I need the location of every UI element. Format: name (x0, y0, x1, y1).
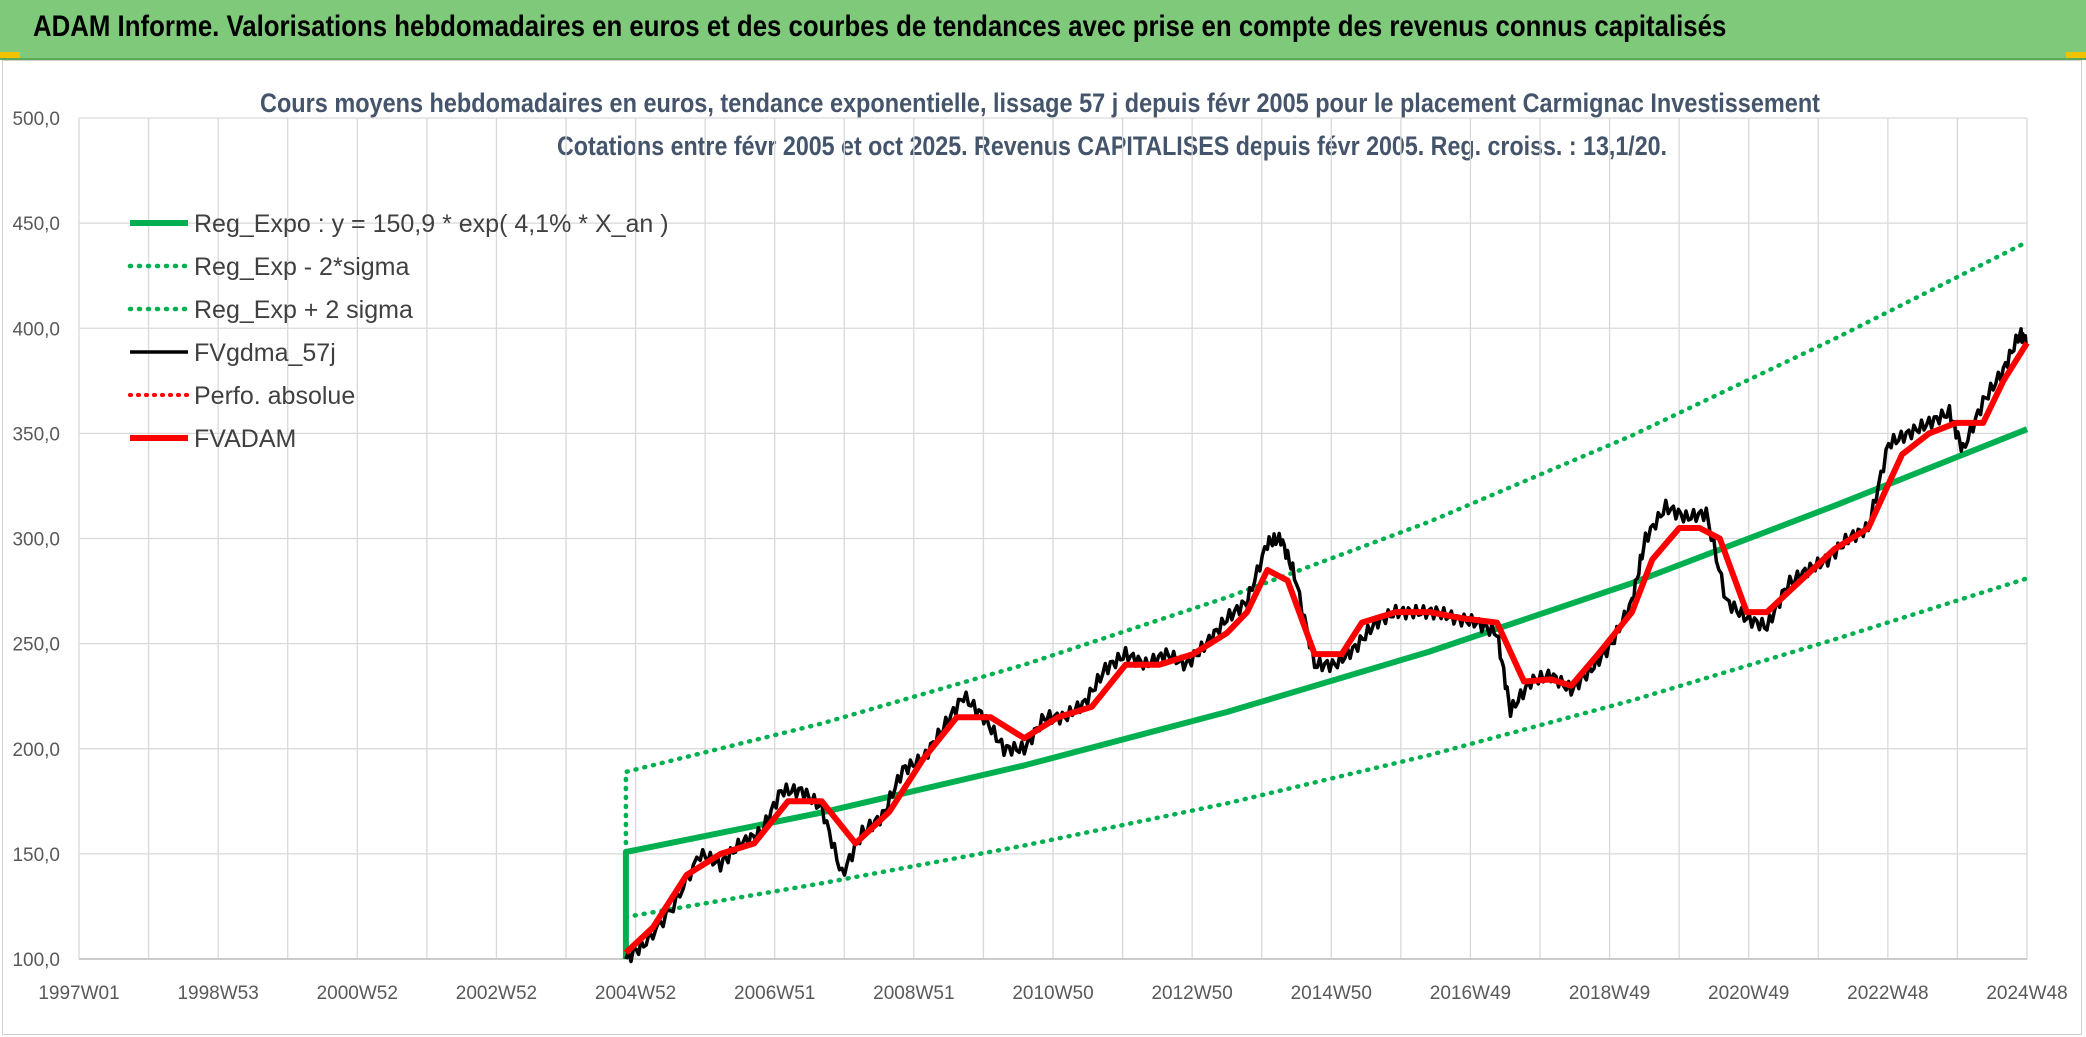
legend-label: Reg_Expo : y = 150,9 * exp( 4,1% * X_an … (194, 210, 669, 238)
x-tick-label: 2010W50 (1012, 983, 1093, 1004)
y-axis-ticks: 100,0 150,0 200,0 250,0 300,0 350,0 400,0 450,0… (12, 109, 60, 971)
y-tick-label: 300,0 (12, 530, 60, 551)
x-tick-label: 2016W49 (1430, 983, 1511, 1004)
y-tick-label: 250,0 (12, 635, 60, 656)
x-tick-label: 2004W52 (595, 983, 676, 1004)
x-tick-label: 2014W50 (1291, 983, 1372, 1004)
series-line-3 (623, 341, 2030, 955)
legend-label: FVgdma_57j (194, 339, 336, 367)
y-tick-label: 100,0 (12, 950, 60, 971)
chart-subtitle: Cotations entre févr 2005 et oct 2025. R… (557, 131, 1667, 161)
legend-label: Reg_Exp + 2 sigma (194, 296, 413, 324)
y-tick-label: 450,0 (12, 214, 60, 235)
x-tick-label: 2012W50 (1151, 983, 1232, 1004)
legend-label: Reg_Exp - 2*sigma (194, 253, 409, 281)
grid-lines (78, 117, 2028, 960)
x-tick-label: 2024W48 (1986, 983, 2067, 1004)
x-axis-ticks: 1997W01 1998W53 2000W52 2002W52 2004W52 2006W… (38, 983, 2067, 1004)
y-tick-label: 500,0 (12, 109, 60, 130)
x-tick-label: 2006W51 (734, 983, 815, 1004)
corner-accent-left (0, 52, 20, 58)
chart-title: Cours moyens hebdomadaires en euros, ten… (260, 88, 1820, 118)
app-header: ADAM Informe. Valorisations hebdomadaire… (0, 0, 2086, 60)
y-tick-label: 350,0 (12, 424, 60, 445)
legend: Reg_Expo : y = 150,9 * exp( 4,1% * X_an … (127, 210, 669, 453)
series-line-1 (623, 576, 2030, 920)
report-title: ADAM Informe. Valorisations hebdomadaire… (33, 10, 1727, 43)
y-tick-label: 150,0 (12, 845, 60, 866)
series-line-2 (623, 239, 2030, 855)
legend-label: FVADAM (194, 425, 296, 453)
x-tick-label: 2008W51 (873, 983, 954, 1004)
legend-label: Perfo. absolue (194, 382, 355, 410)
x-tick-label: 2022W48 (1847, 983, 1928, 1004)
series-group (622, 239, 2030, 964)
x-tick-label: 2020W49 (1708, 983, 1789, 1004)
x-tick-label: 1997W01 (38, 983, 119, 1004)
series-line-0 (622, 426, 2029, 959)
corner-accent-right (2066, 52, 2086, 58)
y-tick-label: 200,0 (12, 740, 60, 761)
x-tick-label: 2002W52 (456, 983, 537, 1004)
x-tick-label: 1998W53 (177, 983, 258, 1004)
chart-frame (2, 60, 2082, 1035)
y-tick-label: 400,0 (12, 319, 60, 340)
x-tick-label: 2000W52 (317, 983, 398, 1004)
x-tick-label: 2018W49 (1569, 983, 1650, 1004)
